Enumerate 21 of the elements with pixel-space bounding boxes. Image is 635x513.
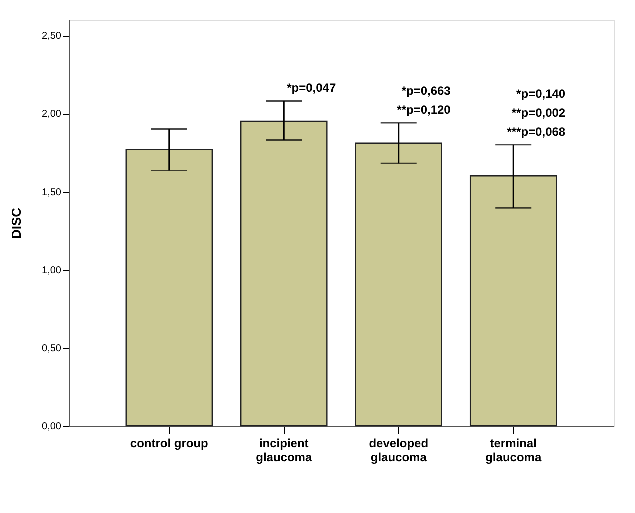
x-tick-label: terminal glaucoma xyxy=(486,436,542,464)
y-tick-label: 1,00 xyxy=(42,265,62,276)
bar xyxy=(470,176,558,427)
bar xyxy=(126,149,214,427)
annotation: ***p=0,068 xyxy=(507,124,566,139)
annotation: *p=0,140 xyxy=(516,86,566,101)
y-tick-label: 0,50 xyxy=(42,343,62,354)
x-tick-label: control group xyxy=(130,436,208,450)
bar xyxy=(355,142,442,427)
y-axis-title: DISC xyxy=(9,207,24,240)
annotation: **p=0,120 xyxy=(397,103,452,118)
y-tick-label: 2,50 xyxy=(42,31,62,42)
annotation: *p=0,663 xyxy=(402,84,452,98)
y-tick-label: 1,50 xyxy=(42,187,62,198)
x-tick-label: incipient glaucoma xyxy=(256,436,312,464)
annotation: **p=0,002 xyxy=(512,106,566,120)
bar xyxy=(240,120,328,427)
annotation: *p=0,047 xyxy=(287,81,336,96)
y-tick-label: 0,00 xyxy=(42,422,62,432)
y-tick-label: 2,00 xyxy=(42,109,62,120)
x-tick-label: developed glaucoma xyxy=(369,436,429,464)
